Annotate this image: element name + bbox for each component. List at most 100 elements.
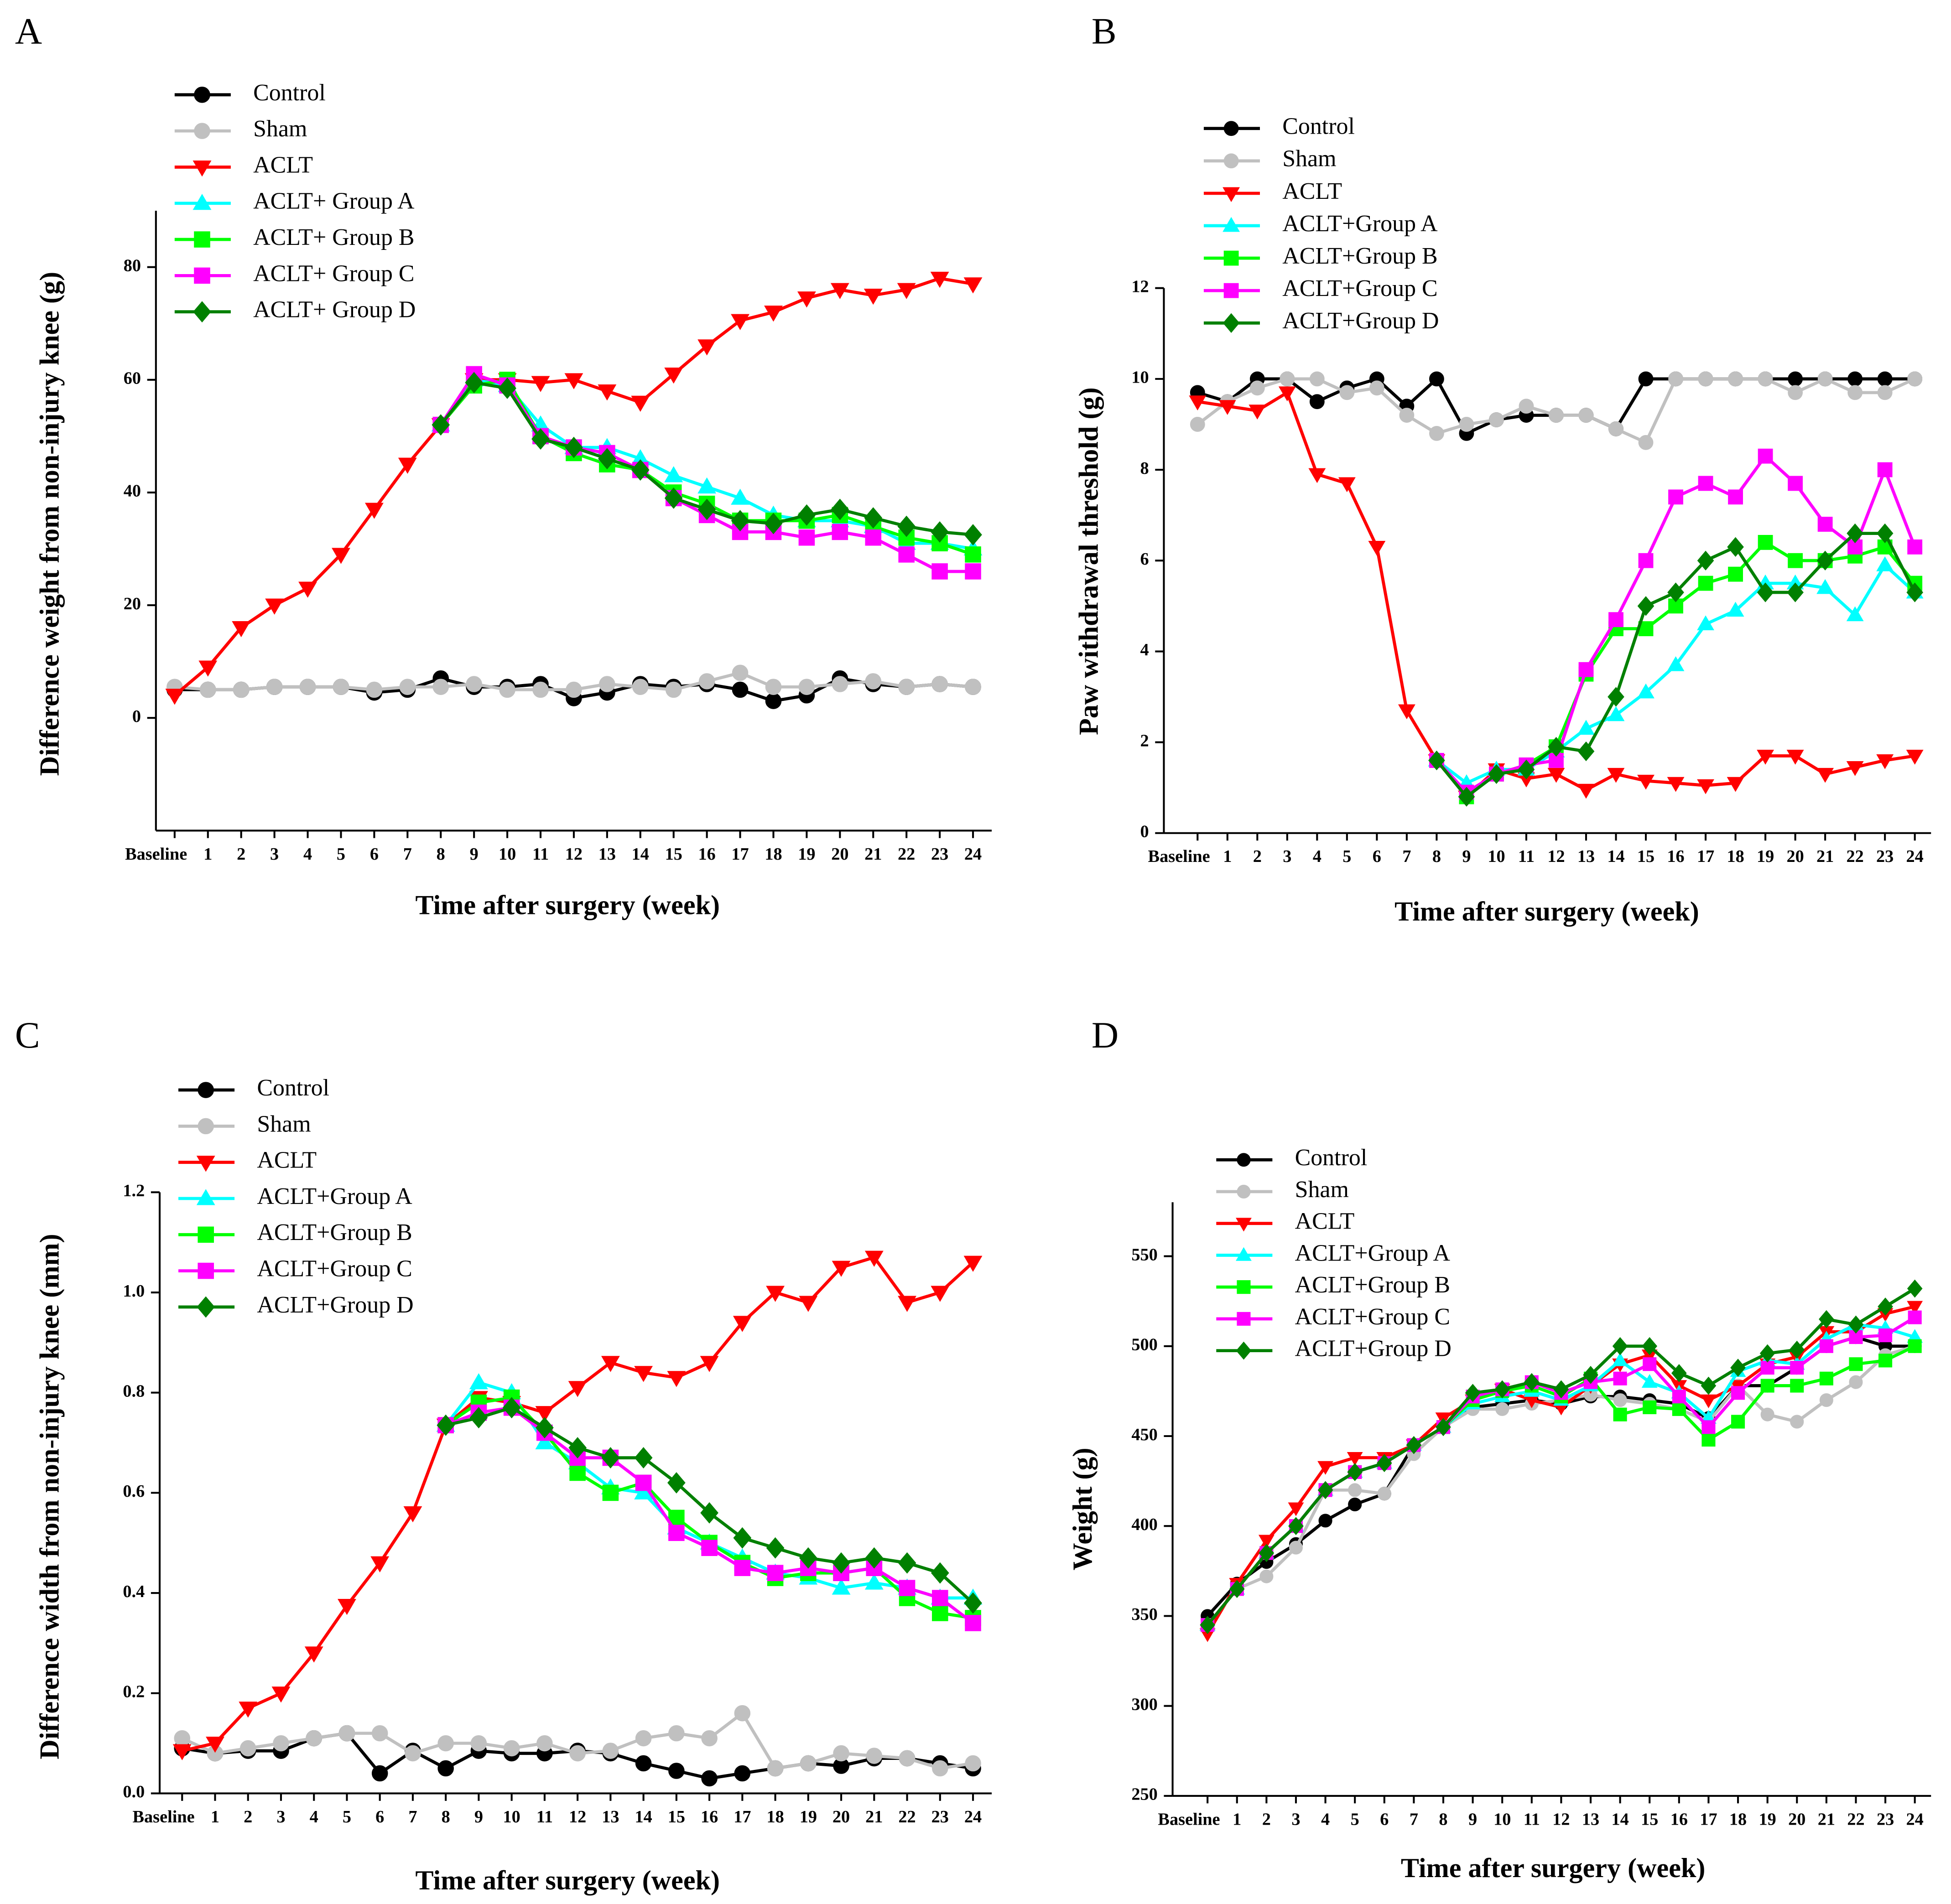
y-tick-label: 300	[1131, 1695, 1157, 1714]
marker	[1672, 1402, 1686, 1416]
legend-marker	[198, 1082, 214, 1098]
x-tick-label: 6	[375, 1807, 384, 1826]
x-tick-label: 5	[1342, 847, 1351, 866]
marker	[899, 1750, 916, 1767]
x-tick-label: 2	[237, 845, 245, 864]
legend-marker	[194, 123, 210, 139]
legend-label: ACLT	[253, 152, 313, 178]
marker	[1789, 1340, 1805, 1359]
x-tick-label: 7	[408, 1807, 417, 1826]
legend-label: ACLT+Group C	[257, 1256, 412, 1282]
y-axis-label: Weight (g)	[1067, 1447, 1098, 1570]
marker	[1258, 1535, 1275, 1549]
marker	[931, 563, 948, 580]
marker	[1249, 380, 1265, 396]
y-tick-label: 0.4	[123, 1582, 145, 1601]
marker	[897, 283, 916, 299]
marker	[1816, 768, 1834, 783]
legend-label: ACLT+Group A	[1295, 1240, 1451, 1266]
legend-label: Sham	[253, 116, 307, 142]
panel-label: B	[1092, 10, 1117, 52]
legend-marker	[198, 1118, 214, 1135]
marker	[1907, 371, 1923, 387]
marker	[635, 1730, 652, 1747]
marker	[598, 384, 617, 401]
marker	[1309, 394, 1325, 410]
legend-label: ACLT+Group A	[1282, 211, 1438, 237]
x-tick-label: 24	[1906, 847, 1924, 866]
marker	[1701, 1420, 1716, 1434]
legend-marker	[1237, 1280, 1251, 1294]
marker	[798, 679, 815, 695]
marker	[731, 510, 749, 532]
marker	[1908, 1310, 1922, 1324]
x-tick-label: 3	[1283, 847, 1291, 866]
marker	[734, 1560, 751, 1576]
x-tick-label: 1	[1223, 847, 1232, 866]
x-tick-label: 9	[1468, 1810, 1477, 1829]
marker	[273, 1735, 289, 1752]
marker	[1727, 602, 1744, 617]
marker	[1730, 1359, 1746, 1377]
marker	[1288, 1517, 1304, 1536]
marker	[165, 689, 184, 705]
marker	[568, 1381, 587, 1397]
marker	[1847, 371, 1863, 387]
marker	[598, 448, 616, 470]
marker	[569, 1745, 586, 1762]
marker	[764, 513, 783, 534]
marker	[437, 1760, 454, 1777]
marker	[1697, 550, 1714, 571]
marker	[304, 1646, 323, 1663]
marker	[1259, 1569, 1274, 1583]
marker	[1758, 534, 1773, 550]
marker	[665, 681, 682, 698]
marker	[1877, 371, 1893, 387]
y-tick-label: 20	[124, 594, 141, 613]
marker	[233, 681, 250, 698]
marker	[1368, 540, 1386, 556]
marker	[405, 1745, 421, 1762]
marker	[1757, 750, 1774, 765]
marker	[631, 395, 650, 412]
x-tick-label: 2	[1253, 847, 1262, 866]
marker	[1524, 1373, 1540, 1391]
marker	[698, 673, 715, 690]
marker	[232, 621, 251, 638]
marker	[1642, 1337, 1658, 1355]
marker	[864, 288, 883, 305]
x-tick-label: 16	[701, 1807, 718, 1826]
x-tick-label: 16	[1667, 847, 1684, 866]
marker	[1643, 1357, 1657, 1371]
x-tick-label: 19	[1759, 1810, 1776, 1829]
marker	[1406, 1436, 1422, 1454]
marker	[1280, 371, 1295, 387]
marker	[1547, 768, 1565, 783]
y-tick-label: 4	[1140, 640, 1149, 659]
marker	[1728, 371, 1743, 387]
x-tick-label: 14	[1607, 847, 1624, 866]
marker	[174, 1730, 191, 1747]
marker	[1189, 395, 1207, 410]
marker	[1817, 371, 1833, 387]
x-tick-label: 2	[244, 1807, 252, 1826]
x-tick-label: 12	[565, 845, 583, 864]
marker	[503, 1740, 520, 1757]
series-line	[173, 276, 973, 697]
marker	[1672, 1390, 1686, 1404]
marker	[569, 1464, 586, 1481]
marker	[1289, 1541, 1303, 1555]
x-tick-label: Baseline	[125, 845, 187, 864]
marker	[1878, 1354, 1893, 1368]
marker	[899, 1580, 916, 1596]
y-tick-label: 450	[1131, 1425, 1157, 1444]
x-tick-label: 11	[1518, 847, 1535, 866]
marker	[1494, 1380, 1510, 1399]
marker	[1819, 1339, 1833, 1353]
marker	[1819, 1310, 1834, 1328]
marker	[734, 1765, 751, 1782]
marker	[965, 679, 981, 695]
legend-marker	[194, 267, 210, 284]
marker	[1698, 371, 1713, 387]
